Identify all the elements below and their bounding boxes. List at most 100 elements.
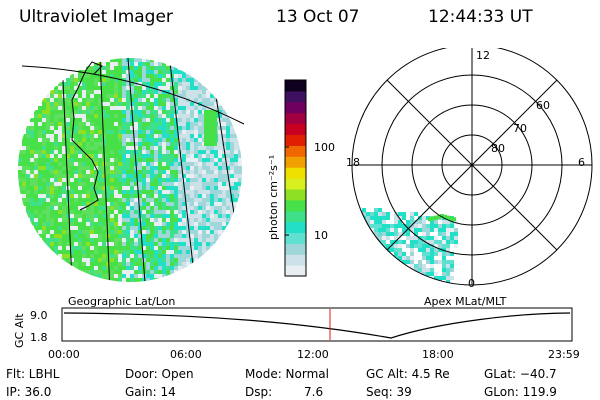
apex-pixel bbox=[382, 224, 386, 228]
geo-pixel bbox=[234, 150, 238, 154]
apex-pixel bbox=[370, 284, 374, 285]
geo-pixel bbox=[82, 266, 86, 270]
geo-pixel bbox=[34, 190, 38, 194]
geo-pixel bbox=[170, 106, 174, 110]
geo-pixel bbox=[222, 138, 226, 142]
geo-pixel bbox=[50, 214, 54, 218]
geo-pixel bbox=[122, 86, 126, 90]
geo-pixel bbox=[94, 146, 98, 150]
geo-pixel bbox=[94, 246, 98, 250]
geo-pixel bbox=[30, 170, 34, 174]
apex-pixel bbox=[414, 272, 418, 276]
geo-pixel bbox=[90, 178, 94, 182]
geo-pixel bbox=[30, 166, 34, 170]
geo-pixel bbox=[50, 134, 54, 138]
geo-pixel bbox=[86, 186, 90, 190]
colorbar-swatch bbox=[285, 232, 306, 244]
geo-pixel bbox=[70, 206, 74, 210]
apex-pixel bbox=[446, 272, 450, 276]
geo-pixel bbox=[174, 98, 178, 102]
geo-pixel bbox=[114, 102, 118, 106]
geo-pixel bbox=[202, 86, 206, 90]
geo-pixel bbox=[138, 226, 142, 230]
geo-pixel bbox=[238, 138, 242, 142]
geo-pixel bbox=[102, 238, 106, 242]
geo-pixel bbox=[110, 90, 114, 94]
geo-pixel bbox=[114, 278, 118, 282]
geo-pixel bbox=[126, 222, 130, 226]
geo-pixel bbox=[46, 210, 50, 214]
geo-pixel bbox=[178, 82, 182, 86]
apex-pixel bbox=[378, 252, 382, 256]
geo-pixel bbox=[142, 246, 146, 250]
geo-pixel bbox=[158, 78, 162, 82]
geo-pixel bbox=[130, 218, 134, 222]
geo-pixel bbox=[50, 94, 54, 98]
geo-pixel bbox=[158, 194, 162, 198]
geo-pixel bbox=[146, 126, 150, 130]
geo-pixel bbox=[70, 74, 74, 78]
geo-pixel bbox=[158, 246, 162, 250]
geo-pixel bbox=[194, 110, 198, 114]
geo-pixel bbox=[70, 242, 74, 246]
geo-pixel bbox=[66, 150, 70, 154]
geo-pixel bbox=[214, 94, 218, 98]
geo-pixel bbox=[150, 106, 154, 110]
geo-pixel bbox=[142, 102, 146, 106]
geo-pixel bbox=[182, 118, 186, 122]
geo-pixel bbox=[194, 230, 198, 234]
geo-pixel bbox=[194, 206, 198, 210]
geo-pixel bbox=[114, 230, 118, 234]
geo-pixel bbox=[98, 126, 102, 130]
geo-pixel bbox=[78, 110, 82, 114]
geo-pixel bbox=[226, 190, 230, 194]
geo-pixel bbox=[190, 174, 194, 178]
geo-pixel bbox=[230, 206, 234, 210]
geo-pixel bbox=[90, 222, 94, 226]
geo-pixel bbox=[174, 78, 178, 82]
geo-pixel bbox=[178, 94, 182, 98]
apex-pixel bbox=[406, 228, 410, 232]
apex-pixel bbox=[438, 284, 442, 285]
geo-pixel bbox=[98, 94, 102, 98]
geo-pixel bbox=[230, 122, 234, 126]
geo-pixel bbox=[130, 214, 134, 218]
geo-pixel bbox=[198, 238, 202, 242]
apex-pixel bbox=[398, 272, 402, 276]
geo-pixel bbox=[226, 166, 230, 170]
apex-pixel bbox=[434, 272, 438, 276]
geo-pixel bbox=[234, 202, 238, 206]
geo-pixel bbox=[130, 190, 134, 194]
geo-pixel bbox=[190, 190, 194, 194]
geo-pixel bbox=[170, 214, 174, 218]
apex-pixel bbox=[426, 256, 430, 260]
geo-pixel bbox=[218, 210, 222, 214]
apex-pixel bbox=[362, 268, 366, 272]
geo-pixel bbox=[142, 82, 146, 86]
geo-pixel bbox=[138, 126, 142, 130]
geo-pixel bbox=[86, 98, 90, 102]
geo-pixel bbox=[122, 214, 126, 218]
geo-pixel bbox=[22, 190, 26, 194]
geo-pixel bbox=[166, 222, 170, 226]
geo-pixel bbox=[66, 138, 70, 142]
geo-pixel bbox=[110, 78, 114, 82]
apex-pixel bbox=[378, 284, 382, 285]
geo-pixel bbox=[170, 86, 174, 90]
geo-pixel bbox=[146, 226, 150, 230]
geo-pixel bbox=[150, 74, 154, 78]
apex-pixel bbox=[402, 224, 406, 228]
apex-pixel bbox=[374, 216, 378, 220]
geo-pixel bbox=[110, 130, 114, 134]
colorbar-swatch bbox=[285, 90, 306, 103]
geo-pixel bbox=[138, 74, 142, 78]
apex-pixel bbox=[442, 260, 446, 264]
geo-pixel bbox=[162, 162, 166, 166]
geo-pixel bbox=[118, 262, 122, 266]
geo-pixel bbox=[154, 94, 158, 98]
geo-pixel bbox=[206, 222, 210, 226]
geo-pixel bbox=[106, 142, 110, 146]
geo-pixel bbox=[78, 122, 82, 126]
geo-pixel bbox=[154, 242, 158, 246]
geo-pixel bbox=[98, 186, 102, 190]
